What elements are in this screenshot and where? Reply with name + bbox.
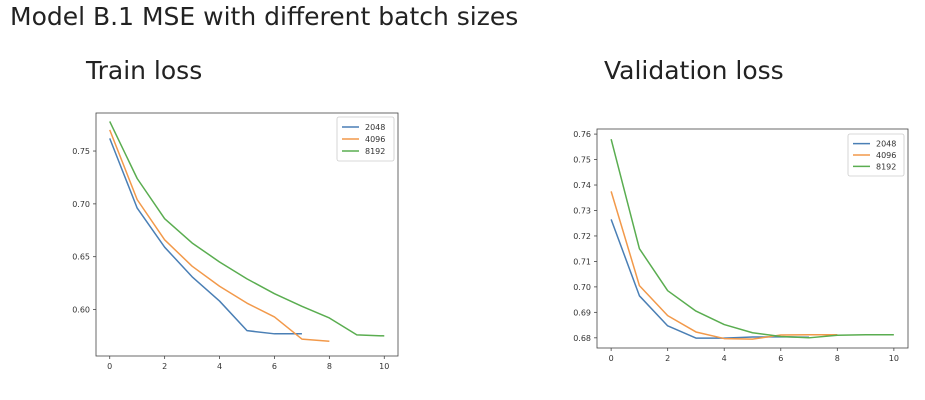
train-x-tick-label: 6	[272, 362, 277, 371]
train-x-tick-label: 2	[162, 362, 167, 371]
train-y-tick-label: 0.75	[72, 147, 90, 156]
slide-title: Model B.1 MSE with different batch sizes	[10, 2, 519, 31]
train-legend-label-2048: 2048	[365, 123, 385, 132]
train-y-tick-label: 0.60	[72, 306, 90, 315]
train-legend-label-4096: 4096	[365, 135, 385, 144]
train-series-line-4096	[109, 129, 330, 342]
train-x-tick-label: 0	[107, 362, 112, 371]
train-x-tick-label: 8	[327, 362, 332, 371]
train-axes-frame	[95, 112, 399, 357]
train-legend-box	[336, 116, 395, 162]
train-legend-label-8192: 8192	[365, 147, 385, 156]
train-series-line-2048	[109, 138, 302, 335]
train-y-tick-label: 0.70	[72, 200, 90, 209]
train-x-tick-label: 4	[217, 362, 222, 371]
train-x-tick-label: 10	[379, 362, 389, 371]
train-series-line-8192	[109, 121, 385, 337]
train-y-tick-label: 0.65	[72, 253, 90, 262]
train-loss-title: Train loss	[86, 56, 203, 85]
validation-loss-title: Validation loss	[604, 56, 784, 85]
train-legend: 2048 4096 8192	[336, 116, 395, 162]
